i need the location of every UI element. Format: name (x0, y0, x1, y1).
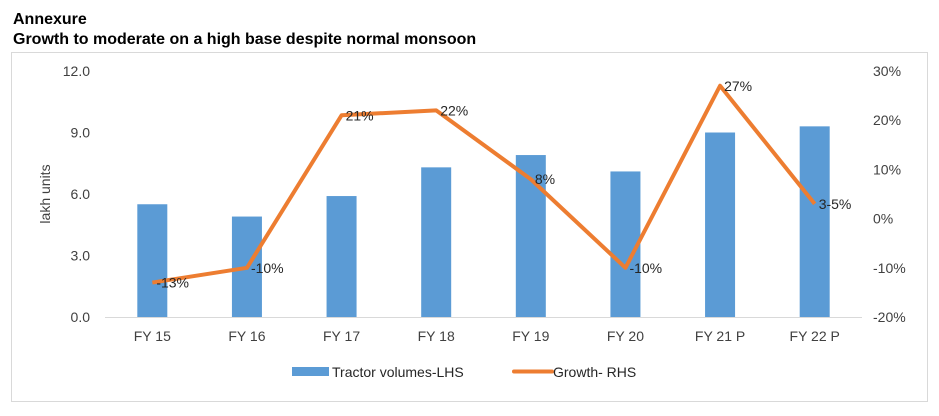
left-tick-label: 9.0 (71, 125, 91, 141)
x-tick-label: FY 21 P (695, 328, 745, 344)
x-tick-label: FY 20 (607, 328, 644, 344)
legend-swatch-bar (292, 367, 329, 376)
data-label: -10% (629, 260, 662, 276)
left-axis: 0.0 3.0 6.0 9.0 12.0 (63, 63, 90, 325)
legend-label-line: Growth- RHS (553, 364, 636, 380)
bar (326, 196, 357, 317)
bar (515, 155, 546, 317)
bar (610, 171, 641, 317)
x-tick-label: FY 15 (134, 328, 171, 344)
data-label: 22% (440, 102, 468, 118)
data-label: -13% (156, 275, 189, 291)
right-axis: -20% -10% 0% 10% 20% 30% (873, 63, 906, 325)
left-tick-label: 12.0 (63, 63, 90, 79)
section-heading: Annexure (13, 11, 87, 28)
right-tick-label: 0% (873, 211, 893, 227)
x-tick-label: FY 22 P (790, 328, 840, 344)
data-label: 27% (724, 78, 752, 94)
bar (421, 167, 452, 317)
chart-title: Growth to moderate on a high base despit… (13, 31, 477, 48)
right-tick-label: 20% (873, 112, 901, 128)
bar (799, 126, 830, 317)
data-labels: -13% -10% 21% 22% 8% -10% 27% 3-5% (152, 78, 851, 291)
chart-frame (11, 52, 928, 402)
right-tick-label: -10% (873, 260, 906, 276)
bar (705, 132, 736, 317)
data-label: 3-5% (819, 196, 852, 212)
data-label: -10% (251, 260, 284, 276)
bar-series (137, 126, 830, 317)
x-tick-label: FY 16 (228, 328, 265, 344)
data-label: 21% (346, 107, 374, 123)
growth-line (152, 83, 817, 285)
bar (137, 204, 168, 317)
right-tick-label: -20% (873, 309, 906, 325)
left-tick-label: 6.0 (71, 186, 91, 202)
legend: Tractor volumes-LHS Growth- RHS (292, 364, 636, 380)
x-tick-label: FY 18 (418, 328, 455, 344)
left-tick-label: 3.0 (71, 248, 91, 264)
legend-label-bar: Tractor volumes-LHS (332, 364, 464, 380)
x-tick-label: FY 19 (512, 328, 549, 344)
x-tick-label: FY 17 (323, 328, 360, 344)
data-label: 8% (535, 171, 555, 187)
y-axis-label: lakh units (37, 164, 53, 223)
right-tick-label: 30% (873, 63, 901, 79)
left-tick-label: 0.0 (71, 309, 91, 325)
x-axis: FY 15 FY 16 FY 17 FY 18 FY 19 FY 20 FY 21 P FY … (134, 328, 840, 344)
right-tick-label: 10% (873, 161, 901, 177)
